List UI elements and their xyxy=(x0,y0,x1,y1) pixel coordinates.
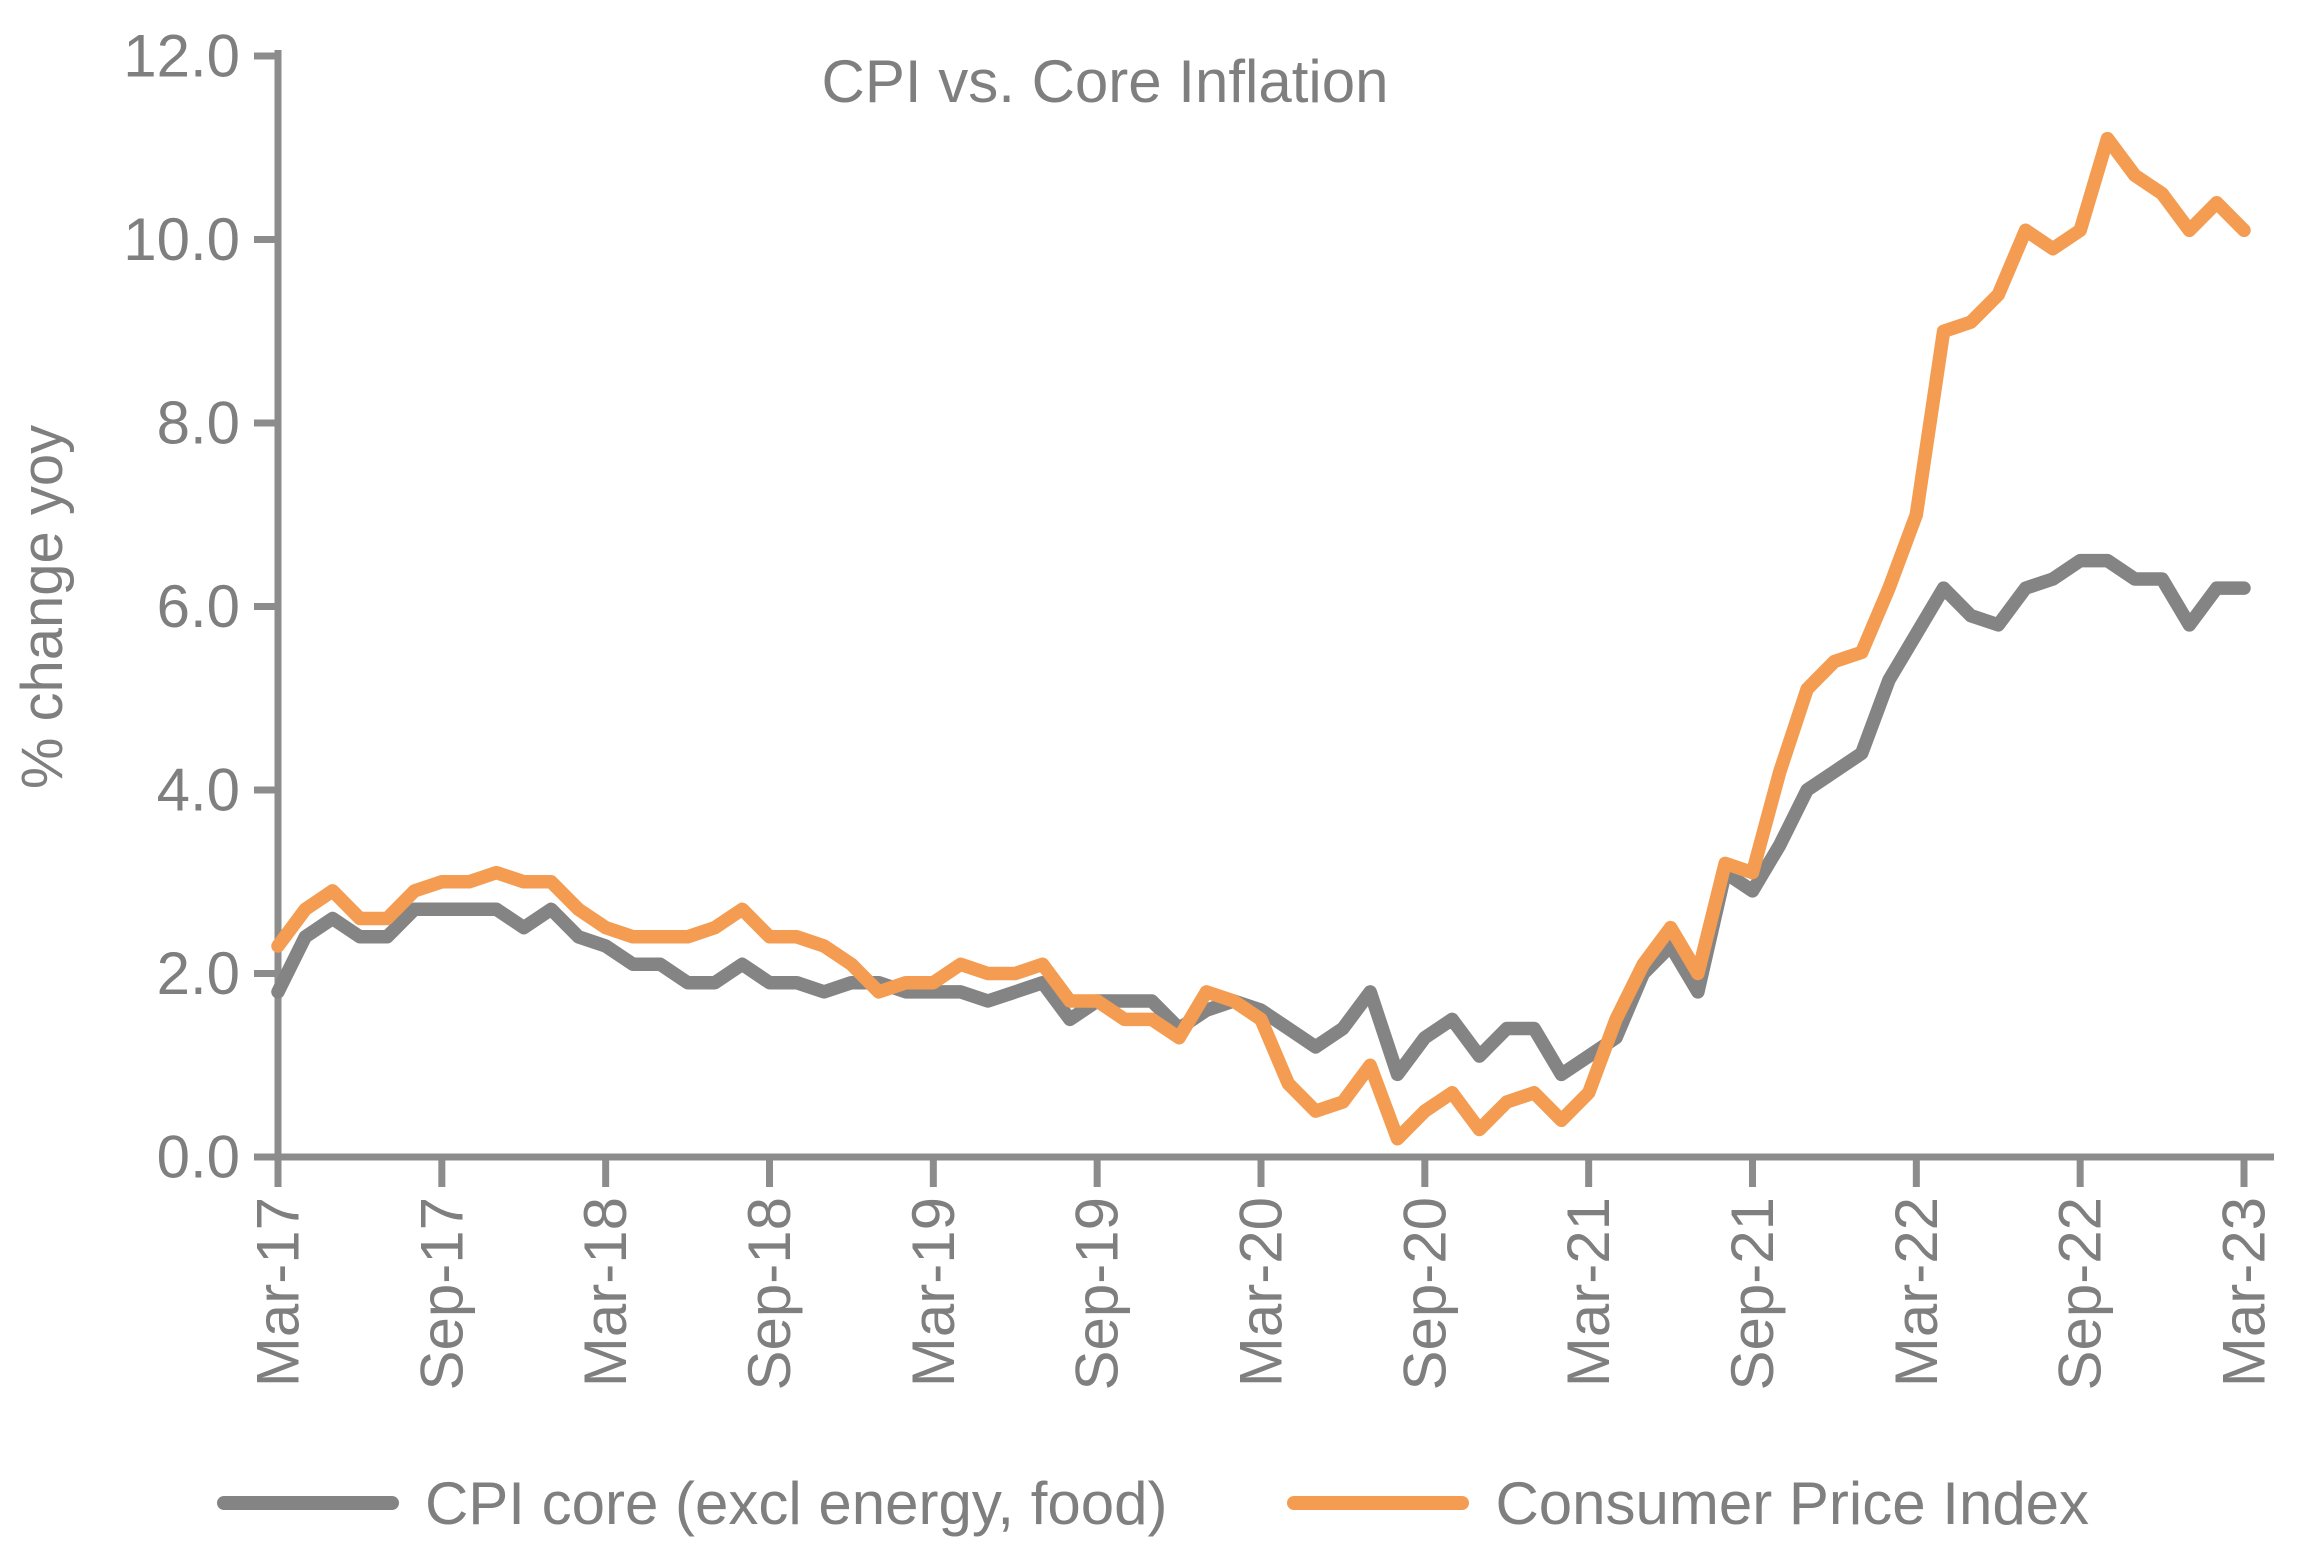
x-tick-label: Mar-18 xyxy=(572,1197,639,1387)
x-tick-label: Mar-20 xyxy=(1228,1197,1295,1387)
legend-item-cpi: Consumer Price Index xyxy=(1287,1469,2089,1538)
x-tick-label: Sep-20 xyxy=(1391,1197,1458,1390)
x-tick-label: Mar-21 xyxy=(1555,1197,1622,1387)
x-tick-label: Sep-19 xyxy=(1064,1197,1131,1390)
x-tick-label: Mar-22 xyxy=(1883,1197,1950,1387)
y-tick-label: 4.0 xyxy=(157,757,240,824)
x-tick-label: Sep-21 xyxy=(1719,1197,1786,1390)
legend-label: Consumer Price Index xyxy=(1495,1469,2090,1537)
x-tick-label: Sep-18 xyxy=(736,1197,803,1390)
y-tick-label: 8.0 xyxy=(157,390,240,457)
x-tick-label: Mar-19 xyxy=(900,1197,967,1387)
cpi-series-line xyxy=(271,131,2251,1146)
x-tick-label: Mar-23 xyxy=(2211,1197,2278,1387)
legend-line-swatch xyxy=(1287,1496,1470,1510)
x-tick-label: Mar-17 xyxy=(245,1197,312,1387)
y-tick-label: 0.0 xyxy=(157,1124,240,1191)
x-tick-label: Sep-17 xyxy=(408,1197,475,1390)
chart-title: CPI vs. Core Inflation xyxy=(822,48,1389,115)
chart-legend: CPI core (excl energy, food) Consumer Pri… xyxy=(0,1448,2306,1558)
y-tick-label: 12.0 xyxy=(123,23,240,90)
legend-line-swatch xyxy=(216,1496,399,1510)
core-cpi-series-line xyxy=(271,553,2251,1082)
legend-label: CPI core (excl energy, food) xyxy=(424,1469,1168,1537)
x-tick-label: Sep-22 xyxy=(2047,1197,2114,1390)
y-tick-label: 10.0 xyxy=(123,206,240,273)
y-axis-title: % change yoy xyxy=(10,425,75,789)
y-tick-label: 6.0 xyxy=(157,573,240,640)
legend-item-core-cpi: CPI core (excl energy, food) xyxy=(216,1469,1168,1538)
y-tick-label: 2.0 xyxy=(157,940,240,1007)
